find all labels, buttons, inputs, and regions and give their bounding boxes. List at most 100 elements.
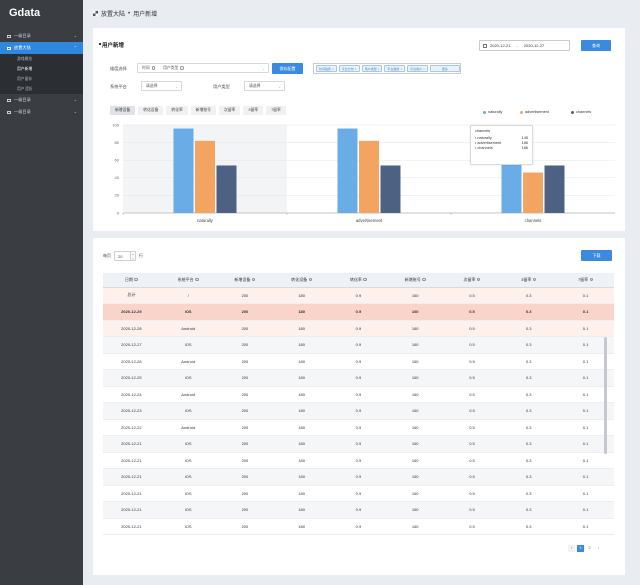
column-header[interactable]: 系统平台 [159,273,217,288]
sidebar-item-dir1[interactable]: 一级目录 ⌄ [0,30,83,42]
table-cell: 0.1 [557,353,614,370]
table-cell: 0.1 [557,287,614,304]
date-end[interactable]: 2020-12-27 [523,43,545,48]
date-start[interactable]: 2020-12-21 [490,43,511,48]
sidebar-subitem-active[interactable]: 用户活跃 [17,87,33,91]
table-row[interactable]: 2020-12-23 iOS 200 180 0.9 160 0.5 0.3 0.1 [103,402,614,420]
sidebar-item-dir2[interactable]: 一级目录 ⌄ [0,94,83,106]
sort-icon[interactable] [251,277,256,282]
column-header[interactable]: 转化设备 [273,273,331,288]
table-cell: 160 [386,353,444,370]
close-icon[interactable]: × [377,67,380,71]
table-row[interactable]: 2020-12-26 Android 200 180 0.9 160 0.5 0.3 0.1 [103,353,614,370]
config-tag[interactable]: 用户类型× [361,65,383,72]
table-row[interactable]: 2020-12-29 iOS 200 180 0.9 160 0.5 0.3 0.1 [103,303,614,321]
table-cell: Android [159,353,217,370]
more-tags-button[interactable]: 更多 [429,65,460,72]
table-cell: 0.1 [557,369,614,387]
table-row[interactable]: 2020-12-28 Android 200 180 0.9 160 0.5 0.3 0.1 [103,320,614,337]
column-header[interactable]: 7留率 [557,273,614,288]
page-1-button[interactable]: 1 [577,545,584,552]
table-cell: 180 [273,435,331,453]
table-row[interactable]: 2020-12-21 iOS 200 180 0.9 160 0.5 0.3 0.1 [103,501,614,519]
config-tag[interactable]: 平台趋势× [384,65,406,72]
user-type-select[interactable]: 请选择 ⌄ [244,81,285,91]
table-cell: 0.9 [330,501,387,519]
table-cell: 200 [216,485,274,502]
table-row[interactable]: 2020-12-21 iOS 200 180 0.9 160 0.5 0.3 0.1 [103,435,614,453]
config-tag[interactable]: 平台用户× [407,65,428,72]
sort-icon[interactable] [363,277,367,282]
config-tag[interactable]: 时间趋势× [316,65,337,72]
table-cell: 160 [386,303,444,321]
next-page-button[interactable]: › [597,546,600,550]
page-2-button[interactable]: 2 [588,546,591,550]
seg-user-type[interactable]: 用户类型 [163,65,179,70]
stepper-arrows-icon[interactable]: ▴ ▾ [130,252,135,261]
column-header[interactable]: 3留率 [500,273,558,288]
close-icon[interactable]: × [354,67,357,71]
table-cell: 160 [386,419,444,436]
legend-item-channels[interactable]: channels [571,110,591,114]
sort-icon[interactable] [308,277,313,282]
table-summary-row[interactable]: 总计/200 180 0.9 160 0.5 0.3 0.1 [103,287,614,304]
table-row[interactable]: 2020-12-21 iOS 200 180 0.9 160 0.5 0.3 0.1 [103,452,614,469]
sort-icon[interactable] [532,277,537,282]
dimension-select[interactable]: 时间 用户类型 ⌄ [137,63,269,73]
chevron-up-icon: ⌃ [73,45,77,50]
sidebar-subitem-new-users[interactable]: 用户新增 [17,67,33,71]
column-header[interactable]: 新增账号 [386,273,444,288]
download-button[interactable]: 下载 [581,250,612,261]
tab-conversion-rate[interactable]: 转化率 [166,106,188,115]
sidebar-subitem-retention[interactable]: 用户留存 [17,77,33,81]
tab-next-day-retention[interactable]: 次留率 [218,106,241,115]
column-header[interactable]: 次留率 [443,273,501,288]
table-row[interactable]: 2020-12-21 iOS 200 180 0.9 160 0.5 0.3 0.1 [103,518,614,535]
sort-icon[interactable] [476,277,481,282]
config-tag[interactable]: 平台分布× [338,65,360,72]
query-button[interactable]: 查询 [581,40,611,51]
seg-time[interactable]: 时间 [142,65,150,70]
platform-value: 请选择 [146,83,158,88]
tooltip-value: 186 [521,141,528,145]
sort-icon[interactable] [134,277,138,282]
table-row[interactable]: 2020-12-27 iOS 200 180 0.9 160 0.5 0.3 0.1 [103,336,614,354]
prev-page-button[interactable]: ‹ [568,545,575,552]
column-header[interactable]: 转化率 [330,273,387,288]
table-row[interactable]: 2020-12-21 iOS 200 180 0.9 160 0.5 0.3 0.1 [103,485,614,502]
table-cell: 200 [216,452,274,469]
table-cell: 200 [216,468,274,486]
folder-icon [7,98,11,102]
sort-icon[interactable] [589,277,594,282]
sidebar-item-dir3[interactable]: 一级目录 ⌄ [0,106,83,118]
table-scrollbar[interactable] [604,337,607,454]
page-size-stepper[interactable]: 20 ▴ ▾ [114,251,136,261]
table-row[interactable]: 2020-12-24 Android 200 180 0.9 160 0.5 0.3 0.1 [103,386,614,403]
table-cell: 0.5 [443,452,501,469]
tab-3day-retention[interactable]: 3留率 [243,106,264,115]
sidebar-subitem-overview[interactable]: 游戏概览 [17,57,33,61]
sort-icon[interactable] [195,277,199,282]
sidebar-item-game[interactable]: 放置大陆 ⌃ [0,42,83,54]
platform-select[interactable]: 请选择 ⌄ [141,81,182,91]
tab-7day-retention[interactable]: 7留率 [266,106,286,115]
table-cell: 0.3 [500,518,558,535]
close-icon[interactable]: × [400,67,403,71]
column-header[interactable]: 日期 [103,273,160,288]
save-config-button[interactable]: 保存配置 [272,63,303,74]
legend-item-naturally[interactable]: naturally [483,110,502,114]
breadcrumb-root[interactable]: 放置大陆 [101,12,126,18]
table-row[interactable]: 2020-12-21 iOS 200 180 0.9 160 0.5 0.3 0.1 [103,468,614,486]
tab-new-accounts[interactable]: 新增账号 [190,106,216,115]
close-icon[interactable]: × [332,67,334,71]
column-header[interactable]: 新增设备 [216,273,274,288]
table-row[interactable]: 2020-12-22 Android 200 180 0.9 160 0.5 0.3 0.1 [103,419,614,436]
legend-item-advertisement[interactable]: advertisement [520,110,549,114]
date-range-picker[interactable]: 2020-12-21 - 2020-12-27 [479,40,570,51]
close-icon[interactable]: × [423,67,425,71]
tab-converted-devices[interactable]: 转化设备 [138,106,164,115]
sort-icon[interactable] [422,277,426,282]
tab-new-devices[interactable]: 新增设备 [110,106,136,115]
table-row[interactable]: 2020-12-25 iOS 200 180 0.9 160 0.5 0.3 0.1 [103,369,614,387]
table-cell: 0.9 [330,468,387,486]
